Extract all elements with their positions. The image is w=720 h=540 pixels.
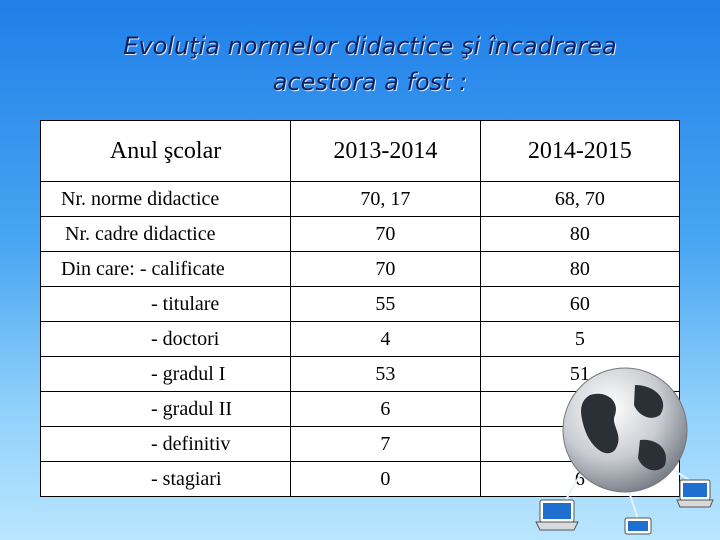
header-school-year: Anul şcolar [39,120,292,182]
table-row: Nr. cadre didactice 70 80 [39,216,681,252]
table-row: - doctori 4 5 [39,321,681,357]
globe-with-laptops-network-icon [535,367,714,535]
cell-value-2013-2014: 4 [290,321,481,357]
cell-value-2014-2015: 68, 70 [479,181,681,217]
cell-value-2014-2015: 60 [479,286,681,322]
cell-value-2014-2015: 80 [479,251,681,287]
slide-title: Evoluţia normelor didactice şi încadrare… [40,28,700,100]
cell-value-2014-2015: 5 [479,321,681,357]
slide-title-line-1: Evoluţia normelor didactice şi încadrare… [123,32,617,60]
row-label: - gradul I [39,356,292,392]
slide-title-line-2: acestora a fost : [272,68,468,96]
row-label: Din care: - calificate [39,251,292,287]
table-header-row: Anul şcolar 2013-2014 2014-2015 [39,120,681,182]
row-label: - doctori [39,321,292,357]
row-label: - gradul II [39,391,292,427]
row-label: - stagiari [39,461,292,497]
row-label: - titulare [39,286,292,322]
header-2014-2015: 2014-2015 [479,120,681,182]
cell-value-2013-2014: 55 [290,286,481,322]
cell-value-2013-2014: 6 [290,391,481,427]
table-row: Din care: - calificate 70 80 [39,251,681,287]
cell-value-2013-2014: 53 [290,356,481,392]
row-label: - definitiv [39,426,292,462]
statistics-table: Anul şcolar 2013-2014 2014-2015 Nr. norm… [39,120,681,497]
header-2013-2014: 2013-2014 [290,120,481,182]
cell-value-2013-2014: 7 [290,426,481,462]
cell-value-2013-2014: 0 [290,461,481,497]
table-row: Nr. norme didactice 70, 17 68, 70 [39,181,681,217]
cell-value-2014-2015: 80 [479,216,681,252]
cell-value-2013-2014: 70 [290,251,481,287]
row-label: Nr. norme didactice [39,181,292,217]
cell-value-2013-2014: 70 [290,216,481,252]
table-row: - titulare 55 60 [39,286,681,322]
row-label: Nr. cadre didactice [39,216,292,252]
cell-value-2013-2014: 70, 17 [290,181,481,217]
